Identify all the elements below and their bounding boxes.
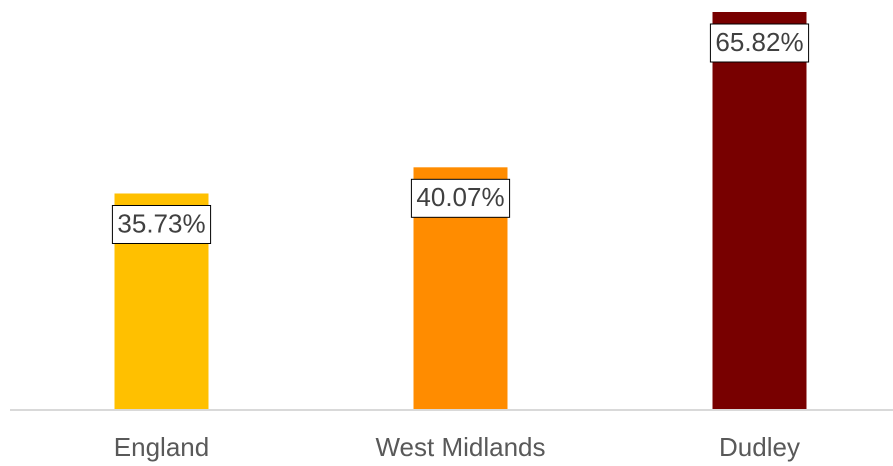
value-label: 35.73% [117,208,205,238]
bar [712,12,807,409]
value-label-box [709,23,810,63]
value-label-box [410,178,511,218]
x-tick-label: England [114,432,209,462]
x-tick-label: West Midlands [375,432,545,462]
value-label-box [111,204,212,244]
value-label: 40.07% [416,182,504,212]
value-label: 65.82% [715,27,803,57]
x-tick-label: Dudley [719,432,800,462]
